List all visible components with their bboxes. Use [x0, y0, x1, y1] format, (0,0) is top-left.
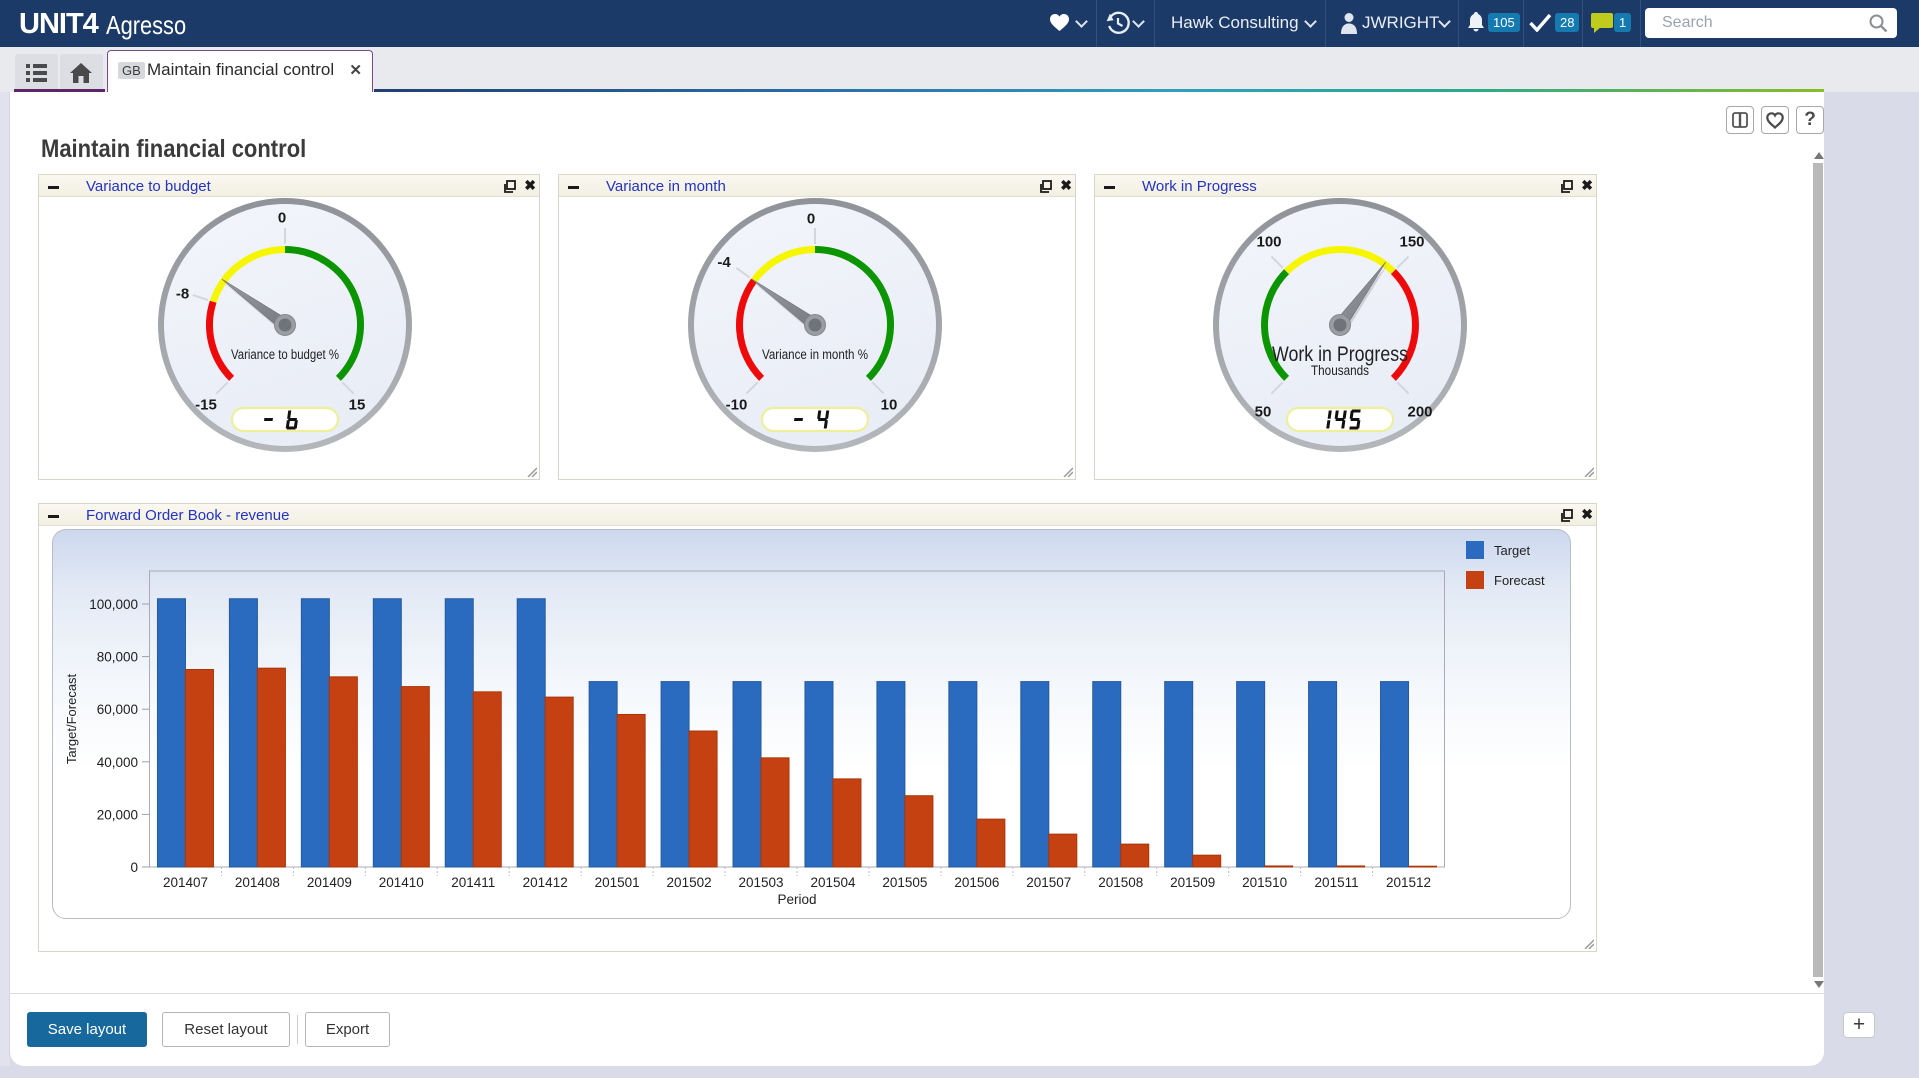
svg-text:100: 100	[1256, 234, 1281, 251]
svg-text:201506: 201506	[954, 875, 999, 890]
svg-text:201507: 201507	[1026, 875, 1071, 890]
svg-text:201505: 201505	[882, 875, 927, 890]
svg-text:0: 0	[807, 211, 815, 228]
svg-text:20,000: 20,000	[97, 807, 138, 822]
svg-text:50: 50	[1255, 404, 1272, 421]
svg-text:201512: 201512	[1386, 875, 1431, 890]
svg-text:201504: 201504	[810, 875, 856, 890]
svg-text:201407: 201407	[163, 875, 208, 890]
svg-text:201408: 201408	[235, 875, 280, 890]
svg-text:150: 150	[1399, 234, 1424, 251]
svg-text:80,000: 80,000	[97, 650, 138, 665]
svg-text:Target/Forecast: Target/Forecast	[64, 673, 79, 764]
svg-text:201412: 201412	[523, 875, 568, 890]
svg-text:201410: 201410	[379, 875, 424, 890]
svg-text:0: 0	[278, 210, 286, 227]
svg-text:-4: -4	[717, 254, 731, 271]
svg-text:60,000: 60,000	[97, 702, 138, 717]
svg-text:-10: -10	[726, 397, 748, 414]
svg-text:15: 15	[349, 397, 366, 414]
svg-text:201510: 201510	[1242, 875, 1287, 890]
svg-text:200: 200	[1407, 404, 1432, 421]
svg-text:Variance to budget %: Variance to budget %	[231, 347, 339, 362]
svg-text:201509: 201509	[1170, 875, 1215, 890]
svg-text:Target: Target	[1494, 543, 1531, 558]
svg-text:0: 0	[130, 860, 138, 875]
svg-text:201503: 201503	[738, 875, 783, 890]
svg-text:100,000: 100,000	[89, 597, 138, 612]
svg-text:-15: -15	[195, 397, 217, 414]
svg-text:201502: 201502	[667, 875, 712, 890]
svg-text:201411: 201411	[451, 875, 495, 890]
svg-text:201508: 201508	[1098, 875, 1143, 890]
svg-text:201511: 201511	[1315, 875, 1359, 890]
svg-text:10: 10	[881, 397, 898, 414]
svg-text:201501: 201501	[595, 875, 640, 890]
svg-text:-8: -8	[176, 286, 189, 303]
svg-text:Thousands: Thousands	[1311, 362, 1369, 378]
svg-text:Period: Period	[777, 892, 816, 907]
svg-text:Variance in month %: Variance in month %	[762, 347, 868, 362]
svg-text:40,000: 40,000	[97, 755, 138, 770]
svg-text:Work in Progress: Work in Progress	[1272, 343, 1408, 366]
svg-text:201409: 201409	[307, 875, 352, 890]
svg-text:Forecast: Forecast	[1494, 573, 1545, 588]
